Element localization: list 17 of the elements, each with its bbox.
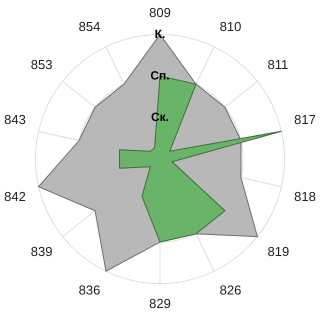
- y-tick-label: Ск.: [150, 110, 170, 124]
- spoke-label: 839: [30, 244, 52, 260]
- spoke-label: 818: [294, 188, 316, 204]
- spoke-label: 836: [78, 282, 100, 298]
- spoke-label: 826: [220, 282, 242, 298]
- spoke-label: 819: [268, 244, 290, 260]
- y-tick-label: К.: [154, 26, 166, 41]
- spoke-label: 842: [4, 188, 26, 204]
- spoke-label: 854: [78, 18, 100, 34]
- spoke-label: 829: [149, 296, 171, 311]
- spoke-label: 853: [30, 57, 52, 72]
- y-tick-label: Сп.: [150, 68, 170, 82]
- spoke-label: 817: [294, 112, 316, 128]
- spoke-label: 843: [4, 112, 26, 128]
- spoke-label: 811: [268, 57, 288, 72]
- spoke-label: 809: [149, 5, 171, 20]
- spoke-label: 810: [220, 18, 242, 34]
